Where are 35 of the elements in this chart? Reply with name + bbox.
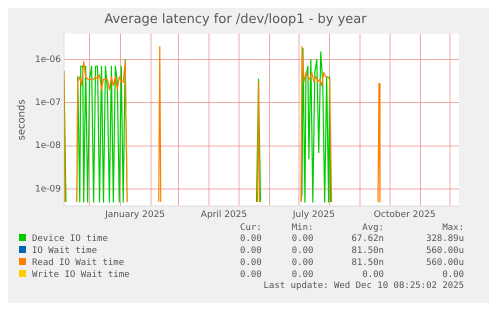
text: Min: [290, 223, 314, 233]
text: Avg: [361, 223, 385, 233]
text: 0.00 [441, 269, 465, 281]
text: 0.00 [239, 257, 263, 269]
text: 560.00u [425, 245, 465, 257]
x-tick-label: April 2025 [200, 210, 248, 220]
legend-label: Write IO Wait time [32, 270, 130, 280]
y-tick-label: 1e-07 [34, 98, 61, 108]
chart-title: Average latency for /dev/loop1 - by year [104, 12, 368, 28]
text: 0.00 [239, 245, 263, 257]
text: 0.00 [361, 269, 385, 281]
text: 0.00 [239, 233, 263, 245]
text: 81.50n [350, 245, 385, 257]
text: 0.00 [290, 269, 314, 281]
text: Last update: Wed Dec 10 08:25:02 2025 [262, 281, 465, 291]
text: 67.62n [350, 233, 385, 245]
legend-label: IO Wait time [32, 246, 98, 256]
text: 0.00 [239, 269, 263, 281]
legend-label: Read IO Wait time [32, 258, 124, 268]
y-tick-label: 1e-09 [34, 184, 62, 194]
text: 560.00u [425, 257, 465, 269]
text: 0.00 [290, 257, 314, 269]
legend-label: Device IO time [32, 234, 108, 244]
x-tick-label: October 2025 [374, 210, 436, 220]
text: 328.89u [425, 233, 465, 245]
text: 81.50n [350, 257, 385, 269]
x-tick-label: January 2025 [104, 210, 166, 220]
text: 0.00 [290, 233, 314, 245]
text: 0.00 [290, 245, 314, 257]
text: Max: [441, 223, 465, 233]
text: Cur: [239, 223, 263, 233]
x-tick-label: July 2025 [292, 210, 335, 220]
y-tick-label: 1e-06 [34, 54, 62, 65]
y-axis-title: seconds [16, 99, 28, 140]
y-tick-label: 1e-08 [34, 141, 62, 152]
